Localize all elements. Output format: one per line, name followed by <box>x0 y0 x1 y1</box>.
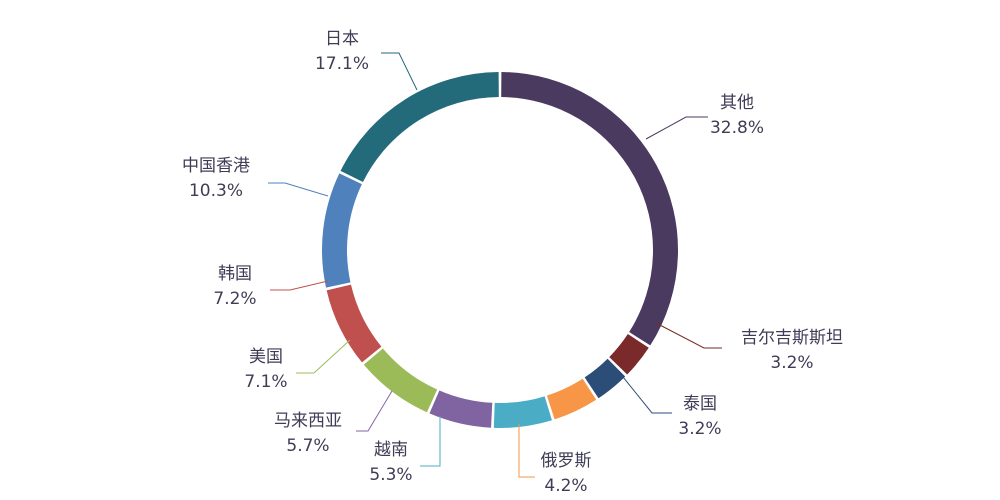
slice-name-label-2: 泰国 <box>683 394 717 414</box>
slice-percent-label-8: 10.3% <box>189 181 243 201</box>
slice-percent-label-9: 17.1% <box>315 54 369 74</box>
leader-line-9 <box>381 52 418 91</box>
leader-line-8 <box>268 182 329 197</box>
leader-line-6 <box>296 339 351 374</box>
leader-line-0 <box>645 116 708 140</box>
slice-percent-label-7: 7.2% <box>213 289 256 309</box>
leader-line-4 <box>420 416 441 467</box>
slice-labels: 其他 32.8% 吉尔吉斯斯坦 3.2% 泰国 3.2% 俄罗斯 4.2% 越南 5.3% 马来西亚… <box>182 29 843 496</box>
leader-line-2 <box>618 371 672 414</box>
slice-name-label-5: 马来西亚 <box>274 411 342 431</box>
slice-5 <box>429 390 493 428</box>
slice-percent-label-0: 32.8% <box>710 118 764 138</box>
slice-1 <box>609 334 649 375</box>
leader-line-3 <box>518 424 535 478</box>
slice-name-label-0: 其他 <box>720 93 754 113</box>
slice-percent-label-3: 4.2% <box>544 476 587 496</box>
slice-9 <box>340 72 499 182</box>
leader-line-5 <box>356 390 393 432</box>
slice-2 <box>584 358 626 399</box>
slice-percent-label-1: 3.2% <box>770 353 813 373</box>
slice-percent-label-5: 5.7% <box>286 436 329 456</box>
slice-name-label-7: 韩国 <box>218 264 252 284</box>
donut-slices <box>322 72 678 428</box>
slice-3 <box>546 378 597 420</box>
slice-name-label-4: 越南 <box>374 440 408 460</box>
slice-percent-label-2: 3.2% <box>678 419 721 439</box>
slice-percent-label-6: 7.1% <box>244 372 287 392</box>
slice-0 <box>501 72 678 346</box>
leader-lines <box>268 52 722 478</box>
slice-name-label-3: 俄罗斯 <box>541 451 592 471</box>
slice-6 <box>363 348 438 413</box>
slice-name-label-6: 美国 <box>249 347 283 367</box>
slice-percent-label-4: 5.3% <box>369 465 412 485</box>
leader-line-7 <box>270 280 329 291</box>
slice-7 <box>326 284 382 363</box>
slice-name-label-1: 吉尔吉斯斯坦 <box>741 328 843 348</box>
slice-4 <box>493 396 552 428</box>
leader-line-1 <box>655 322 722 349</box>
slice-name-label-8: 中国香港 <box>182 156 250 176</box>
slice-name-label-9: 日本 <box>325 29 359 49</box>
slice-8 <box>322 173 362 288</box>
